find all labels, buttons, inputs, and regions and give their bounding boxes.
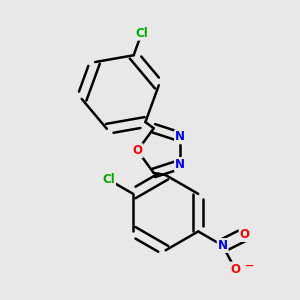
- Text: Cl: Cl: [102, 173, 115, 186]
- Text: N: N: [175, 158, 185, 171]
- Text: Cl: Cl: [135, 27, 148, 40]
- Text: N: N: [218, 239, 228, 252]
- Text: N: N: [175, 130, 185, 143]
- Text: O: O: [133, 144, 142, 157]
- Text: −: −: [244, 261, 254, 271]
- Text: O: O: [240, 228, 250, 241]
- Text: O: O: [230, 262, 240, 275]
